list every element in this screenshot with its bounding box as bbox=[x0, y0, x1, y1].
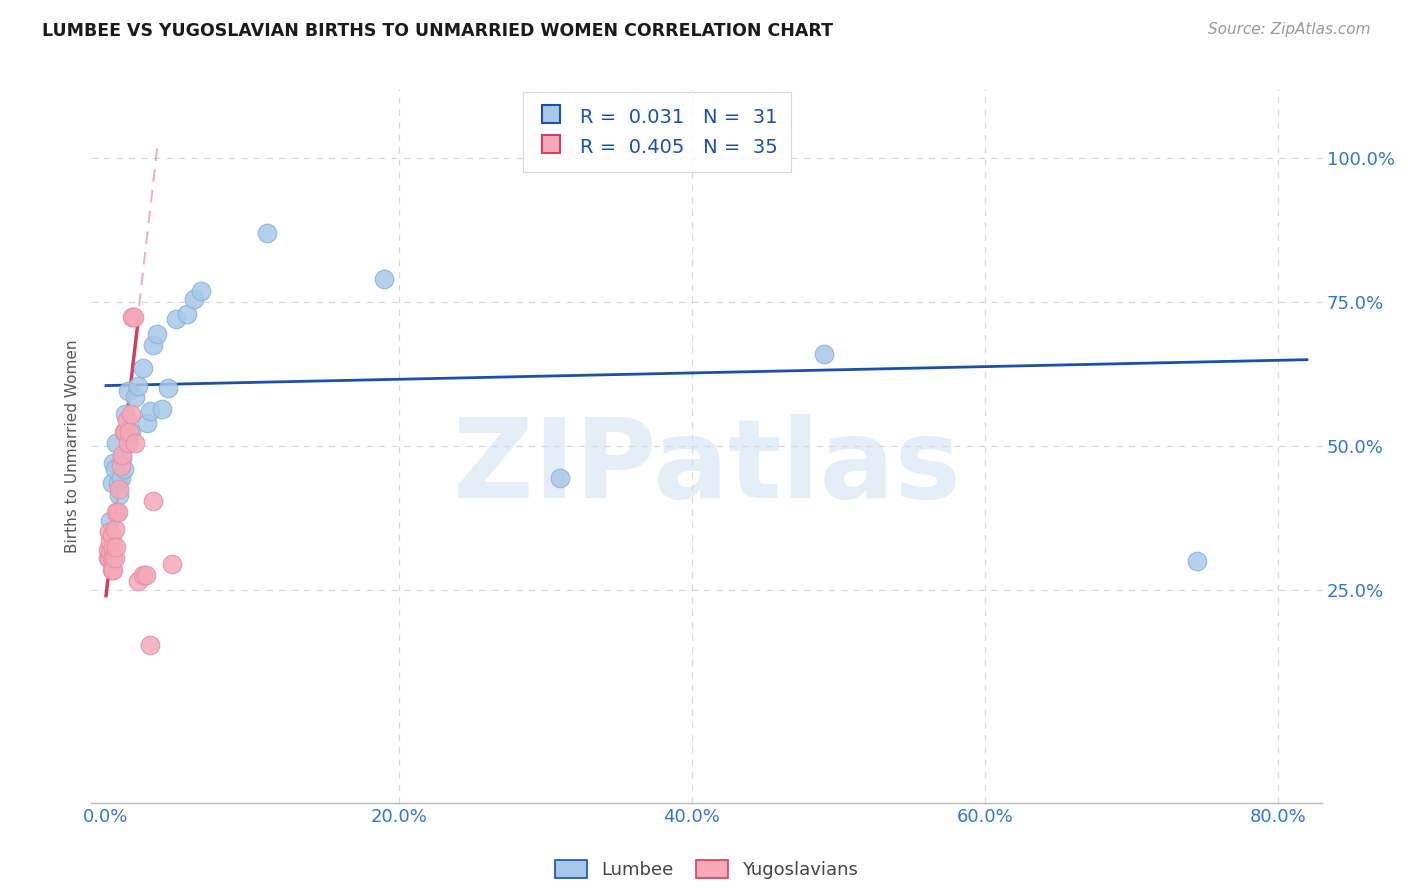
Point bbox=[160, 557, 183, 571]
Point bbox=[146, 326, 169, 341]
Point bbox=[256, 226, 278, 240]
Point bbox=[108, 482, 131, 496]
Point bbox=[117, 436, 139, 450]
Point bbox=[101, 528, 124, 542]
Point bbox=[98, 525, 120, 540]
Point bbox=[108, 488, 131, 502]
Point bbox=[142, 338, 165, 352]
Point bbox=[118, 425, 141, 439]
Point bbox=[135, 568, 157, 582]
Point bbox=[114, 425, 136, 439]
Point bbox=[124, 436, 146, 450]
Point bbox=[131, 361, 153, 376]
Point bbox=[190, 284, 212, 298]
Point bbox=[104, 551, 127, 566]
Point bbox=[139, 638, 162, 652]
Point bbox=[103, 563, 125, 577]
Point bbox=[112, 462, 135, 476]
Point bbox=[105, 505, 128, 519]
Point bbox=[96, 542, 118, 557]
Point bbox=[150, 401, 173, 416]
Point bbox=[124, 390, 146, 404]
Point bbox=[96, 551, 118, 566]
Point bbox=[136, 416, 159, 430]
Point bbox=[114, 408, 136, 422]
Point bbox=[103, 540, 125, 554]
Point bbox=[165, 312, 187, 326]
Text: ZIPatlas: ZIPatlas bbox=[453, 414, 960, 521]
Point bbox=[110, 470, 132, 484]
Point bbox=[142, 493, 165, 508]
Point bbox=[101, 551, 124, 566]
Point bbox=[104, 462, 127, 476]
Point bbox=[183, 292, 205, 306]
Point bbox=[101, 476, 124, 491]
Point bbox=[107, 476, 129, 491]
Point bbox=[105, 540, 128, 554]
Point bbox=[120, 425, 142, 439]
Y-axis label: Births to Unmarried Women: Births to Unmarried Women bbox=[65, 339, 80, 553]
Point bbox=[111, 448, 134, 462]
Point bbox=[1185, 554, 1208, 568]
Point bbox=[104, 523, 127, 537]
Legend: Lumbee, Yugoslavians: Lumbee, Yugoslavians bbox=[547, 853, 866, 887]
Point bbox=[100, 545, 122, 559]
Point bbox=[122, 310, 145, 324]
Text: LUMBEE VS YUGOSLAVIAN BIRTHS TO UNMARRIED WOMEN CORRELATION CHART: LUMBEE VS YUGOSLAVIAN BIRTHS TO UNMARRIE… bbox=[42, 22, 834, 40]
Point bbox=[103, 456, 125, 470]
Point bbox=[117, 384, 139, 399]
Point bbox=[111, 450, 134, 465]
Point bbox=[100, 533, 122, 548]
Text: Source: ZipAtlas.com: Source: ZipAtlas.com bbox=[1208, 22, 1371, 37]
Point bbox=[127, 378, 149, 392]
Point bbox=[813, 347, 835, 361]
Point bbox=[139, 404, 162, 418]
Point bbox=[548, 470, 571, 484]
Point bbox=[101, 563, 124, 577]
Point bbox=[120, 408, 142, 422]
Point bbox=[121, 310, 143, 324]
Point bbox=[107, 505, 129, 519]
Point bbox=[105, 436, 128, 450]
Point bbox=[103, 551, 125, 566]
Point bbox=[100, 514, 122, 528]
Point bbox=[131, 568, 153, 582]
Point bbox=[176, 307, 198, 321]
Point bbox=[156, 381, 179, 395]
Point bbox=[112, 425, 135, 439]
Point bbox=[98, 551, 120, 566]
Point bbox=[115, 413, 138, 427]
Point bbox=[127, 574, 149, 589]
Point bbox=[110, 459, 132, 474]
Point bbox=[373, 272, 395, 286]
